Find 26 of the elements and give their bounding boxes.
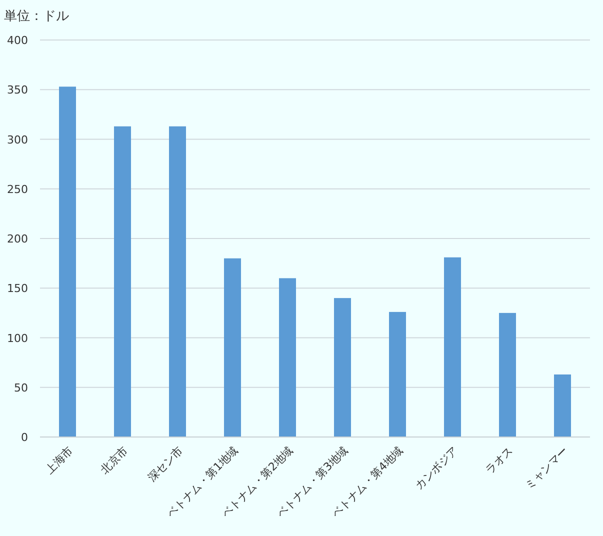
y-tick-label: 50 bbox=[14, 381, 28, 394]
bar bbox=[389, 312, 406, 437]
y-tick-label: 400 bbox=[7, 34, 28, 47]
bar bbox=[59, 86, 76, 437]
bar bbox=[444, 257, 461, 437]
x-tick-label: 深セン市 bbox=[145, 444, 186, 484]
y-tick-label: 0 bbox=[21, 431, 28, 444]
x-tick-label: 上海市 bbox=[43, 444, 76, 476]
bar bbox=[554, 374, 571, 437]
y-tick-label: 200 bbox=[7, 232, 28, 246]
x-tick-label: 北京市 bbox=[98, 444, 131, 476]
bar bbox=[169, 126, 186, 437]
y-tick-label: 350 bbox=[7, 84, 28, 97]
x-tick-label: カンボジア bbox=[412, 444, 461, 492]
x-tick-label: ラオス bbox=[483, 444, 516, 476]
y-tick-label: 300 bbox=[7, 133, 28, 146]
bar bbox=[279, 278, 296, 437]
bar bbox=[224, 258, 241, 437]
bar bbox=[334, 298, 351, 437]
y-axis-title: 単位：ドル bbox=[4, 9, 69, 24]
bar bbox=[499, 312, 516, 437]
y-tick-label: 250 bbox=[7, 182, 28, 196]
y-tick-label: 100 bbox=[7, 332, 28, 345]
x-tick-label: ミャンマー bbox=[522, 444, 571, 492]
y-tick-label: 150 bbox=[7, 282, 28, 296]
bar bbox=[114, 126, 131, 437]
